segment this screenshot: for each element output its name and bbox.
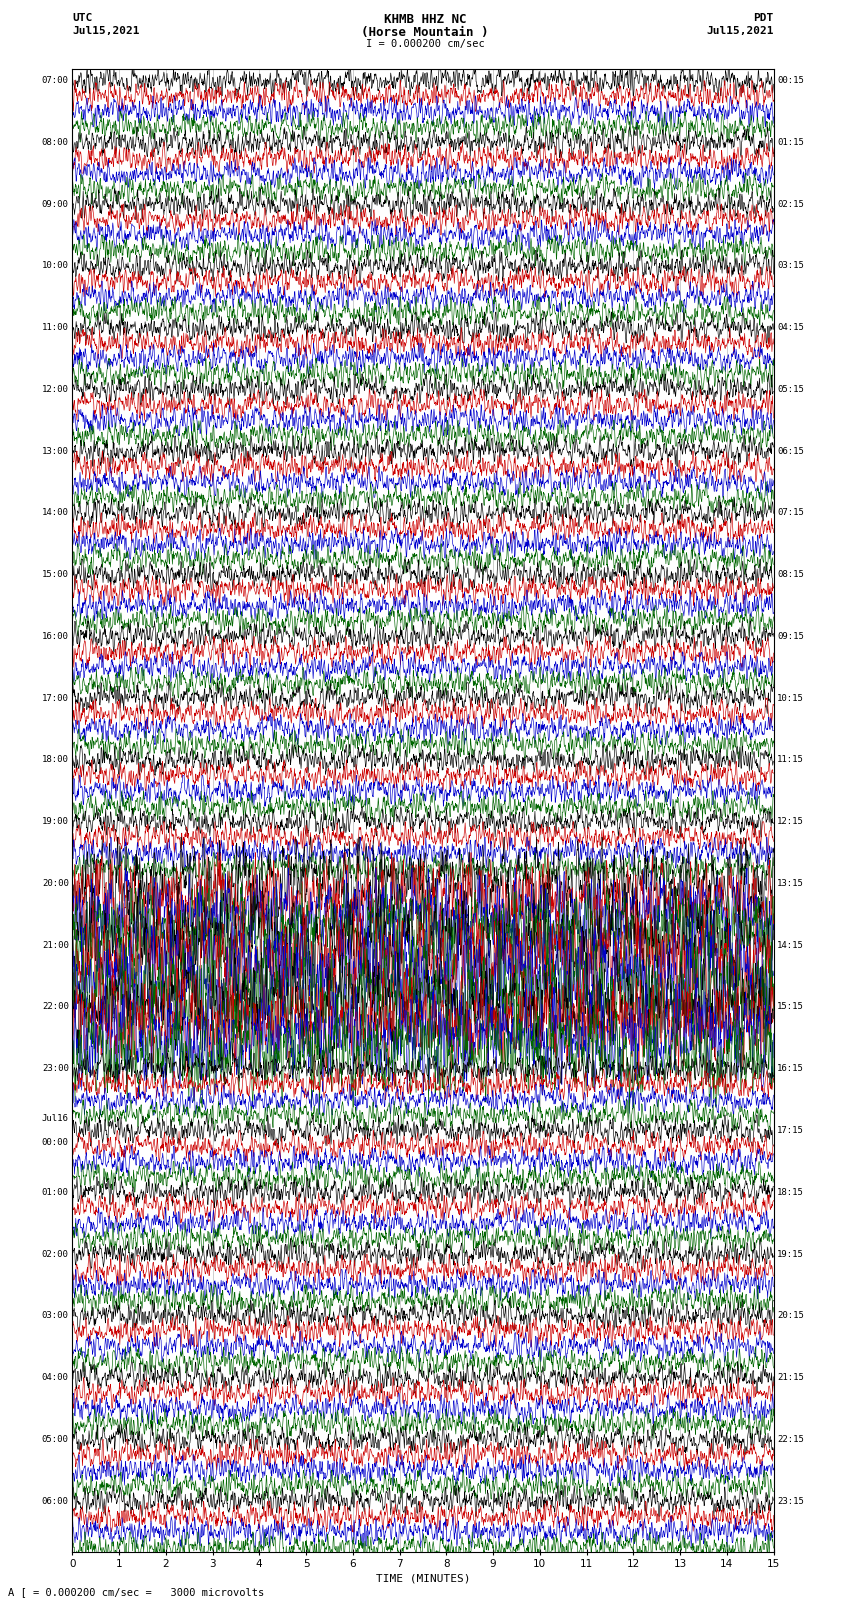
Text: 03:00: 03:00 [42,1311,69,1321]
Text: 00:00: 00:00 [42,1137,69,1147]
Text: 05:00: 05:00 [42,1436,69,1444]
Text: 15:00: 15:00 [42,569,69,579]
Text: Jul15,2021: Jul15,2021 [706,26,774,35]
Text: 19:15: 19:15 [777,1250,804,1258]
Text: 04:15: 04:15 [777,323,804,332]
Text: 06:15: 06:15 [777,447,804,455]
Text: 11:15: 11:15 [777,755,804,765]
Text: 22:15: 22:15 [777,1436,804,1444]
Text: 02:15: 02:15 [777,200,804,208]
Text: 18:00: 18:00 [42,755,69,765]
X-axis label: TIME (MINUTES): TIME (MINUTES) [376,1574,470,1584]
Text: 23:15: 23:15 [777,1497,804,1505]
Text: 18:15: 18:15 [777,1187,804,1197]
Text: 10:00: 10:00 [42,261,69,271]
Text: 01:15: 01:15 [777,137,804,147]
Text: 07:00: 07:00 [42,76,69,85]
Text: 12:00: 12:00 [42,386,69,394]
Text: 10:15: 10:15 [777,694,804,703]
Text: KHMB HHZ NC: KHMB HHZ NC [383,13,467,26]
Text: 17:15: 17:15 [777,1126,804,1136]
Text: 16:00: 16:00 [42,632,69,640]
Text: 09:15: 09:15 [777,632,804,640]
Text: 11:00: 11:00 [42,323,69,332]
Text: 02:00: 02:00 [42,1250,69,1258]
Text: 03:15: 03:15 [777,261,804,271]
Text: 23:00: 23:00 [42,1065,69,1073]
Text: Jul16: Jul16 [42,1115,69,1123]
Text: 12:15: 12:15 [777,818,804,826]
Text: 22:00: 22:00 [42,1002,69,1011]
Text: (Horse Mountain ): (Horse Mountain ) [361,26,489,39]
Text: Jul15,2021: Jul15,2021 [72,26,139,35]
Text: I = 0.000200 cm/sec: I = 0.000200 cm/sec [366,39,484,48]
Text: 04:00: 04:00 [42,1373,69,1382]
Text: PDT: PDT [753,13,774,23]
Text: 17:00: 17:00 [42,694,69,703]
Text: 21:15: 21:15 [777,1373,804,1382]
Text: 13:00: 13:00 [42,447,69,455]
Text: 06:00: 06:00 [42,1497,69,1505]
Text: 20:00: 20:00 [42,879,69,887]
Text: 05:15: 05:15 [777,386,804,394]
Text: 16:15: 16:15 [777,1065,804,1073]
Text: 14:00: 14:00 [42,508,69,518]
Text: 00:15: 00:15 [777,76,804,85]
Text: 01:00: 01:00 [42,1187,69,1197]
Text: 08:15: 08:15 [777,569,804,579]
Text: 21:00: 21:00 [42,940,69,950]
Text: 08:00: 08:00 [42,137,69,147]
Text: 09:00: 09:00 [42,200,69,208]
Text: 13:15: 13:15 [777,879,804,887]
Text: 07:15: 07:15 [777,508,804,518]
Text: UTC: UTC [72,13,93,23]
Text: 14:15: 14:15 [777,940,804,950]
Text: A [ = 0.000200 cm/sec =   3000 microvolts: A [ = 0.000200 cm/sec = 3000 microvolts [8,1587,264,1597]
Text: 20:15: 20:15 [777,1311,804,1321]
Text: 15:15: 15:15 [777,1002,804,1011]
Text: 19:00: 19:00 [42,818,69,826]
